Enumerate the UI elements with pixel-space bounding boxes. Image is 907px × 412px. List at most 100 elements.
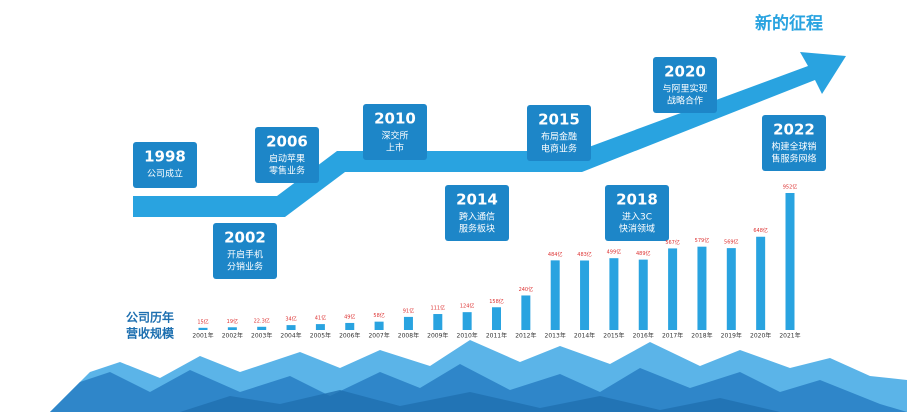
bar — [697, 246, 707, 330]
value-label: 19亿 — [227, 318, 238, 325]
milestone-year: 2006 — [266, 133, 308, 151]
bar — [403, 316, 413, 330]
milestone-box — [133, 142, 197, 188]
milestone-text: 零售业务 — [269, 165, 305, 177]
milestone-text: 快消领域 — [619, 223, 655, 235]
x-tick-label: 2017年 — [662, 332, 683, 340]
value-label: 648亿 — [753, 227, 768, 234]
bar — [257, 326, 267, 330]
bar — [550, 260, 560, 330]
x-tick-label: 2021年 — [779, 332, 800, 340]
milestone-text: 布局金融 — [541, 131, 577, 143]
x-tick-label: 2020年 — [750, 332, 771, 340]
bar — [580, 260, 590, 330]
x-tick-label: 2009年 — [427, 332, 448, 340]
value-label: 41亿 — [315, 315, 326, 322]
bar — [492, 307, 501, 330]
milestone-year: 1998 — [144, 148, 186, 166]
x-tick-label: 2003年 — [251, 332, 272, 340]
value-label: 579亿 — [695, 237, 710, 244]
value-label: 569亿 — [724, 239, 739, 246]
bar — [668, 248, 678, 330]
value-label: 240亿 — [519, 286, 534, 293]
x-tick-label: 2002年 — [222, 332, 243, 340]
bar — [433, 314, 443, 330]
value-label: 499亿 — [607, 249, 622, 256]
value-label: 49亿 — [344, 313, 355, 320]
x-tick-label: 2015年 — [603, 332, 624, 340]
bar — [785, 193, 795, 330]
value-label: 58亿 — [373, 312, 384, 319]
bar — [374, 321, 384, 330]
value-label: 124亿 — [460, 303, 475, 310]
milestone-year: 2002 — [224, 229, 266, 247]
milestone-box — [445, 185, 509, 241]
milestone-text: 深交所 — [381, 130, 408, 142]
x-tick-label: 2006年 — [339, 332, 360, 340]
milestone-text: 与阿里实现 — [662, 83, 707, 95]
bar — [638, 259, 648, 330]
value-label: 15亿 — [197, 318, 208, 325]
x-tick-label: 2013年 — [545, 332, 566, 340]
x-tick-label: 2014年 — [574, 332, 595, 340]
bar — [227, 327, 237, 330]
value-label: 489亿 — [636, 250, 651, 257]
milestone-box — [363, 104, 427, 160]
x-tick-label: 2001年 — [192, 332, 213, 340]
milestone-year: 2018 — [616, 191, 658, 209]
milestone-year: 2015 — [538, 111, 580, 129]
headline: 新的征程 — [755, 13, 823, 34]
bar — [315, 324, 325, 330]
milestone-text: 分销业务 — [227, 261, 263, 273]
x-tick-label: 2018年 — [691, 332, 712, 340]
x-tick-label: 2007年 — [368, 332, 389, 340]
bar — [521, 295, 531, 330]
value-label: 567亿 — [665, 239, 680, 246]
x-tick-label: 2008年 — [398, 332, 419, 340]
milestone-text: 上市 — [386, 142, 404, 154]
bar — [286, 325, 296, 330]
milestone-year: 2010 — [374, 110, 416, 128]
value-label: 483亿 — [577, 251, 592, 258]
chart-title: 营收规模 — [126, 326, 175, 341]
mountains — [50, 340, 907, 412]
milestone-text: 构建全球销 — [771, 141, 816, 153]
x-tick-label: 2019年 — [721, 332, 742, 340]
value-label: 111亿 — [431, 305, 446, 312]
milestone-text: 开启手机 — [227, 249, 263, 261]
bar — [198, 327, 208, 330]
milestone-text: 服务板块 — [459, 223, 495, 235]
milestone-year: 2014 — [456, 191, 498, 209]
x-tick-label: 2005年 — [310, 332, 331, 340]
bar — [345, 322, 355, 330]
value-label: 952亿 — [783, 184, 798, 191]
milestone-text: 战略合作 — [667, 95, 703, 107]
chart-title: 公司历年 — [126, 310, 174, 325]
milestone-text: 跨入通信 — [459, 211, 495, 223]
milestone-box — [653, 57, 717, 113]
bar — [462, 312, 472, 330]
milestone-text: 进入3C — [622, 212, 652, 223]
milestone-text: 电商业务 — [541, 143, 577, 155]
x-tick-label: 2004年 — [280, 332, 301, 340]
value-label: 34亿 — [285, 316, 296, 323]
value-label: 158亿 — [489, 298, 504, 305]
x-tick-label: 2010年 — [457, 332, 478, 340]
bar — [609, 258, 619, 330]
milestone-text: 启动苹果 — [269, 153, 305, 165]
x-tick-label: 2011年 — [486, 332, 507, 340]
milestone-box — [213, 223, 277, 279]
value-label: 22.3亿 — [254, 317, 270, 324]
x-tick-label: 2016年 — [633, 332, 654, 340]
milestone-year: 2022 — [773, 121, 815, 139]
bar — [756, 236, 766, 330]
x-tick-label: 2012年 — [515, 332, 536, 340]
milestone-box — [255, 127, 319, 183]
milestone-year: 2020 — [664, 63, 706, 81]
bar — [726, 248, 736, 330]
value-label: 484亿 — [548, 251, 563, 258]
